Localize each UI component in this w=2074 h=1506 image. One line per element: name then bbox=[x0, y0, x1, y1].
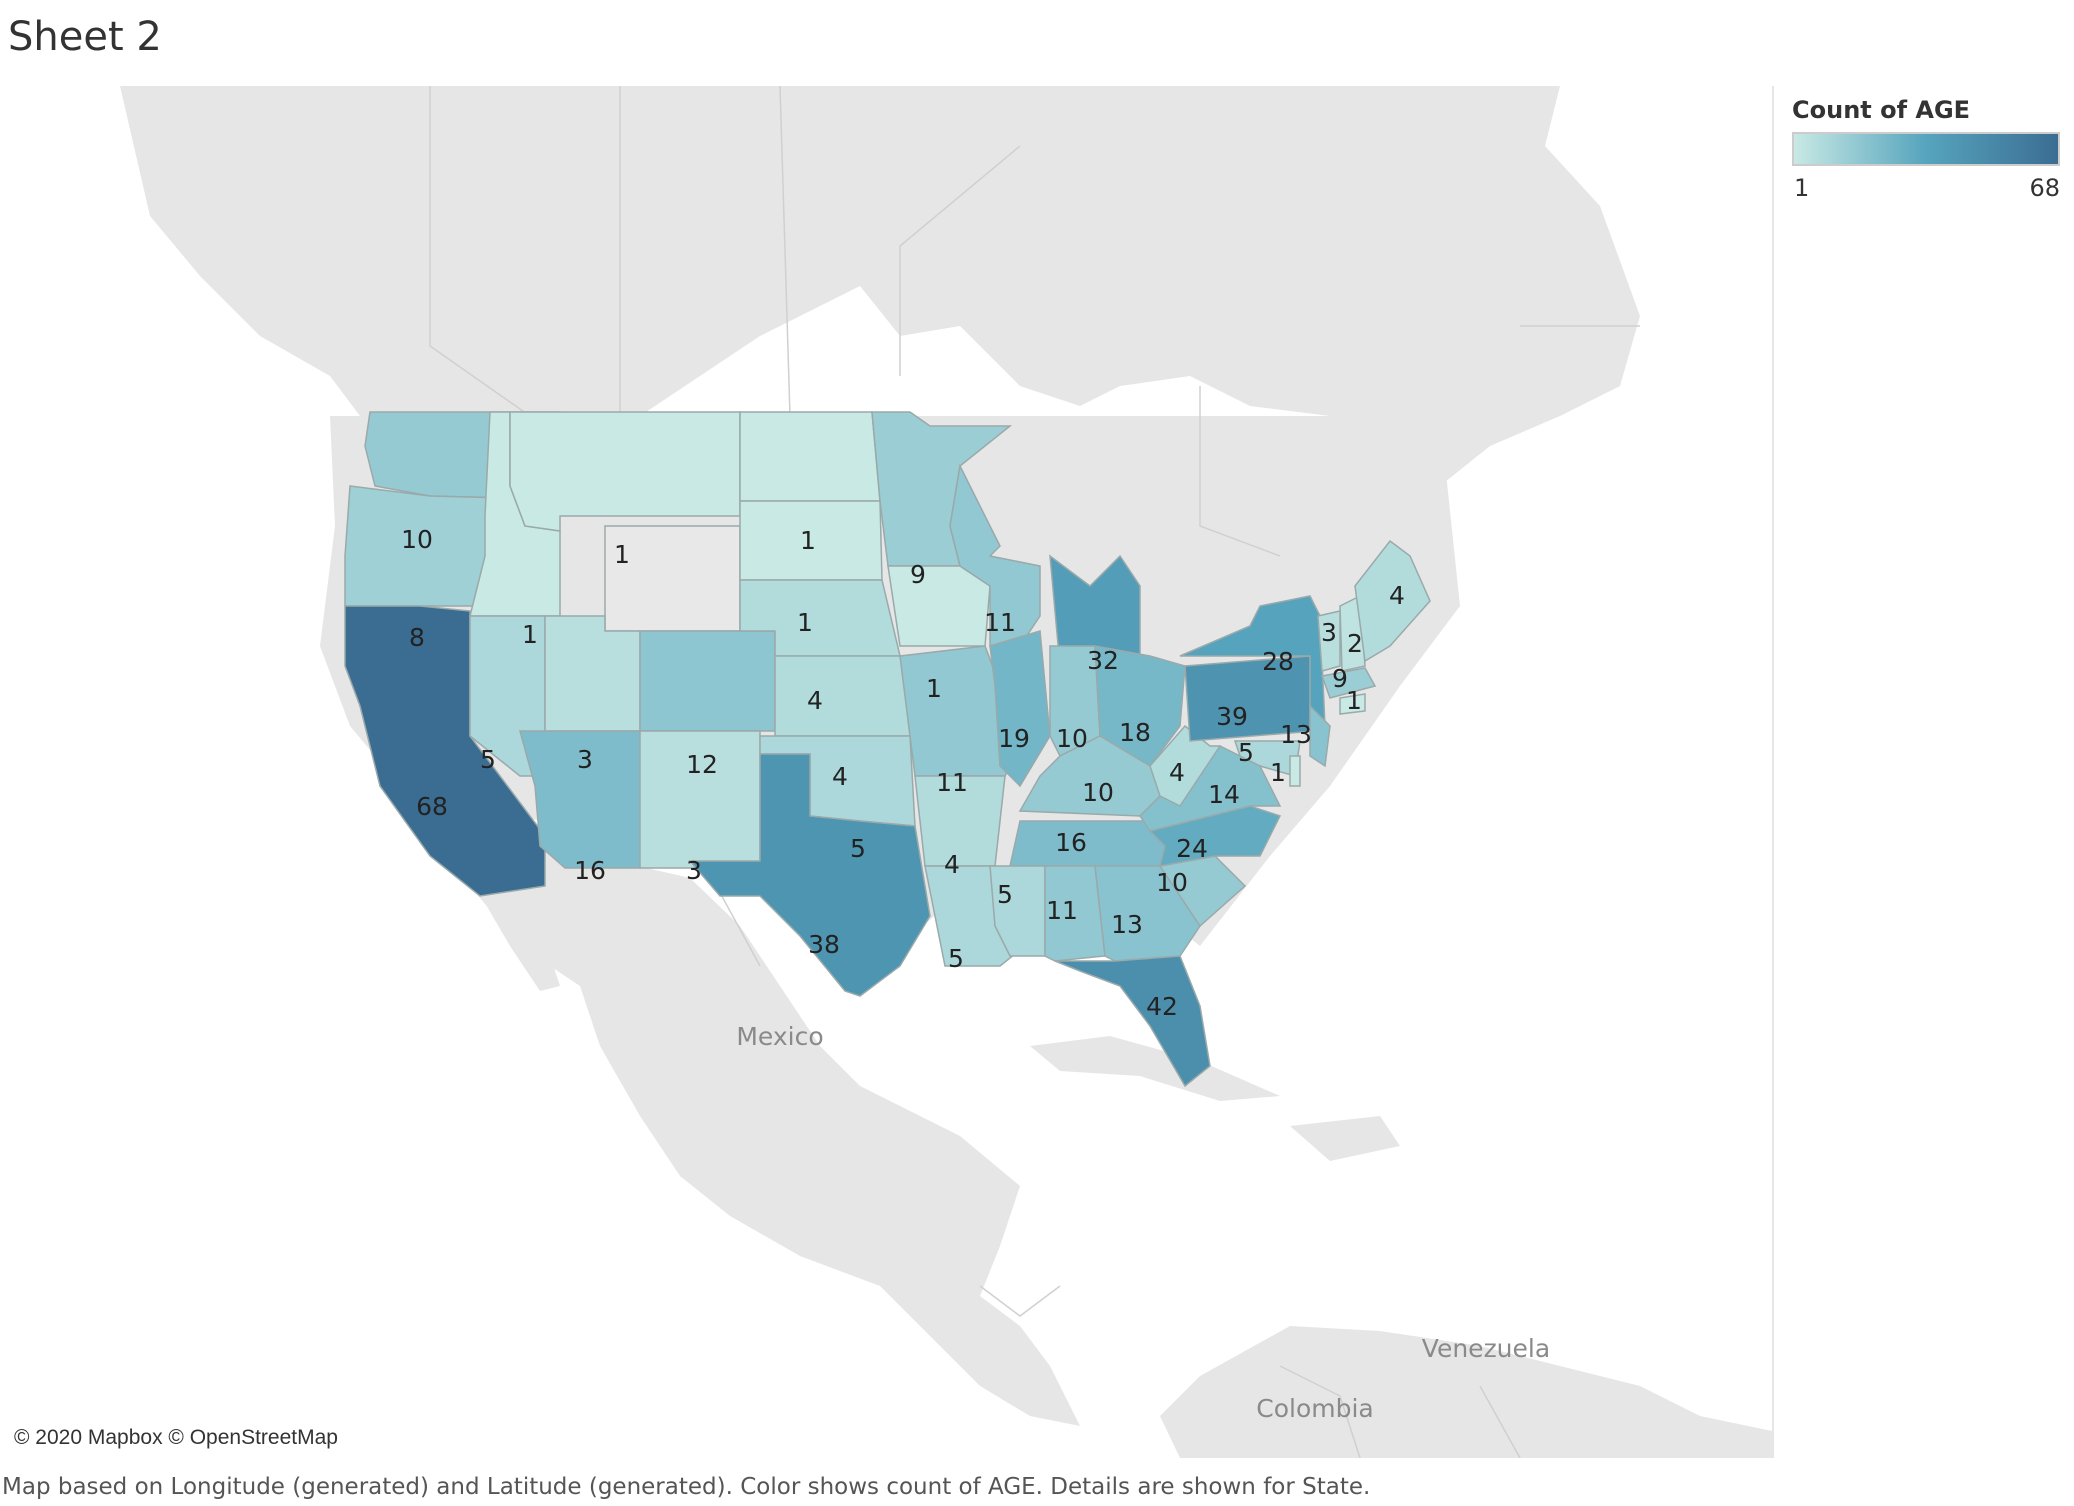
state-value-kansas: 4 bbox=[832, 762, 848, 791]
state-value-new-mexico: 3 bbox=[686, 856, 702, 885]
state-rhode-island[interactable] bbox=[1339, 693, 1366, 715]
state-value-massachusetts: 9 bbox=[1332, 664, 1348, 693]
state-value-north-dakota: 1 bbox=[800, 526, 816, 555]
state-iowa[interactable] bbox=[887, 565, 991, 647]
state-west-virginia[interactable] bbox=[1149, 724, 1222, 807]
state-value-washington: 10 bbox=[401, 525, 433, 554]
state-texas[interactable] bbox=[688, 753, 931, 997]
state-value-ohio: 18 bbox=[1119, 718, 1151, 747]
state-value-arizona: 16 bbox=[574, 856, 606, 885]
state-value-idaho: 1 bbox=[522, 620, 538, 649]
state-value-arkansas: 4 bbox=[944, 850, 960, 879]
state-north-carolina[interactable] bbox=[1148, 805, 1282, 867]
state-delaware[interactable] bbox=[1289, 755, 1301, 787]
state-value-missouri: 11 bbox=[936, 768, 968, 797]
state-value-florida: 42 bbox=[1146, 992, 1178, 1021]
state-value-delaware: 1 bbox=[1270, 758, 1286, 787]
state-kansas[interactable] bbox=[774, 655, 911, 737]
caption: Map based on Longitude (generated) and L… bbox=[2, 1474, 1371, 1500]
map-area[interactable]: 10 8 68 1 5 1 3 16 12 3 1 1 4 4 5 38 9 1 11 4 5 11 19 32 10 18 10 1… bbox=[0, 86, 1774, 1458]
state-value-wisconsin: 11 bbox=[984, 608, 1016, 637]
state-value-oregon: 8 bbox=[409, 623, 425, 652]
state-value-vermont: 3 bbox=[1321, 618, 1337, 647]
state-value-tennessee: 16 bbox=[1055, 828, 1087, 857]
state-value-texas: 38 bbox=[808, 930, 840, 959]
legend-title: Count of AGE bbox=[1792, 96, 1971, 124]
state-new-jersey[interactable] bbox=[1309, 704, 1331, 768]
map-attribution[interactable]: © 2020 Mapbox © OpenStreetMap bbox=[14, 1426, 338, 1449]
state-value-georgia: 13 bbox=[1111, 910, 1143, 939]
state-alabama[interactable] bbox=[1044, 865, 1106, 962]
state-value-montana: 1 bbox=[614, 540, 630, 569]
state-florida[interactable] bbox=[1054, 955, 1211, 1088]
state-value-kentucky: 10 bbox=[1082, 778, 1114, 807]
state-value-indiana: 10 bbox=[1056, 724, 1088, 753]
state-value-michigan: 32 bbox=[1087, 646, 1119, 675]
state-value-new-hampshire: 2 bbox=[1347, 629, 1363, 658]
place-label-mexico: Mexico bbox=[736, 1022, 823, 1051]
state-value-alabama: 11 bbox=[1046, 896, 1078, 925]
state-north-dakota[interactable] bbox=[739, 411, 881, 502]
state-massachusetts[interactable] bbox=[1320, 667, 1377, 699]
legend-min-label: 1 bbox=[1794, 174, 1810, 202]
state-value-nebraska: 4 bbox=[807, 686, 823, 715]
state-value-maryland: 5 bbox=[1238, 738, 1254, 767]
sheet-title: Sheet 2 bbox=[8, 14, 162, 60]
place-label-colombia: Colombia bbox=[1256, 1394, 1373, 1423]
state-mississippi[interactable] bbox=[989, 865, 1046, 957]
state-value-virginia: 14 bbox=[1208, 780, 1240, 809]
state-value-south-dakota: 1 bbox=[797, 608, 813, 637]
legend-color-ramp bbox=[1792, 132, 2060, 166]
border-lines bbox=[429, 86, 1640, 1458]
state-maine[interactable] bbox=[1354, 539, 1431, 663]
state-value-nevada: 5 bbox=[480, 745, 496, 774]
state-california[interactable] bbox=[344, 605, 546, 897]
state-montana[interactable] bbox=[509, 411, 741, 532]
state-value-california: 68 bbox=[416, 792, 448, 821]
state-value-new-york: 28 bbox=[1262, 647, 1294, 676]
state-value-mississippi: 5 bbox=[997, 880, 1013, 909]
state-value-maine: 4 bbox=[1389, 581, 1405, 610]
state-value-illinois: 19 bbox=[998, 724, 1030, 753]
state-value-minnesota: 9 bbox=[910, 560, 926, 589]
state-value-new-jersey: 13 bbox=[1280, 720, 1312, 749]
state-value-louisiana: 5 bbox=[948, 944, 964, 973]
legend-max-label: 68 bbox=[2029, 174, 2060, 202]
state-value-south-carolina: 10 bbox=[1156, 868, 1188, 897]
state-vermont[interactable] bbox=[1317, 610, 1341, 672]
state-illinois[interactable] bbox=[989, 630, 1051, 788]
state-value-oklahoma: 5 bbox=[850, 834, 866, 863]
state-colorado[interactable] bbox=[639, 630, 776, 732]
color-legend[interactable]: Count of AGE 1 68 bbox=[1792, 96, 2062, 202]
state-value-utah: 3 bbox=[577, 745, 593, 774]
state-maryland[interactable] bbox=[1233, 740, 1301, 777]
state-value-iowa: 1 bbox=[926, 674, 942, 703]
place-label-venezuela: Venezuela bbox=[1422, 1334, 1550, 1363]
state-value-rhode-island: 1 bbox=[1346, 686, 1362, 715]
state-value-colorado: 12 bbox=[686, 750, 718, 779]
state-value-west-virginia: 4 bbox=[1169, 758, 1185, 787]
state-value-north-carolina: 24 bbox=[1176, 834, 1208, 863]
state-utah[interactable] bbox=[544, 615, 641, 732]
state-value-pennsylvania: 39 bbox=[1216, 702, 1248, 731]
